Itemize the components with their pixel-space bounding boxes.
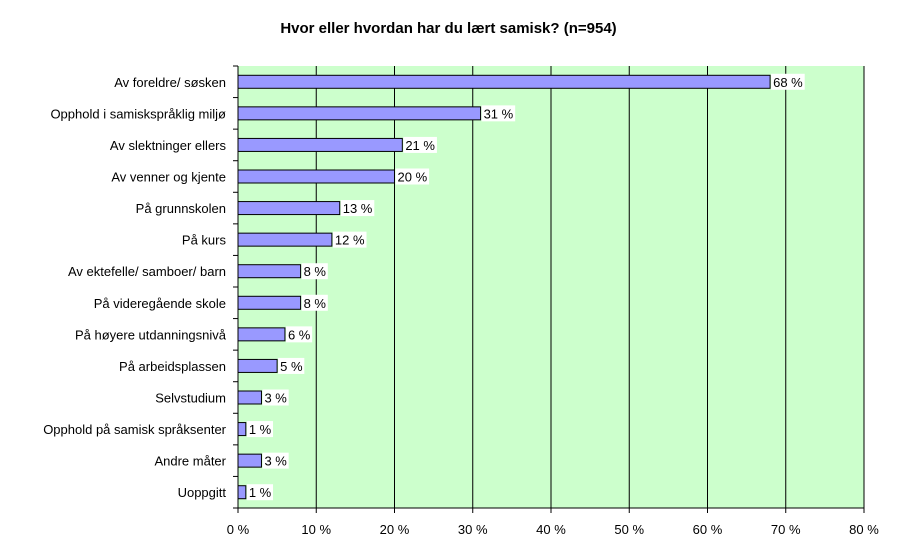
category-label: Andre måter [154,454,226,469]
x-tick-label: 40 % [536,522,566,537]
bar [237,327,286,342]
bar [237,137,403,152]
data-label: 5 % [280,359,303,374]
data-label-background [481,105,516,122]
category-label: På arbeidsplassen [119,359,226,374]
category-label: Uoppgitt [178,485,227,500]
data-label: 31 % [484,106,514,121]
category-label: Av ektefelle/ samboer/ barn [68,264,226,279]
bar [237,295,302,310]
data-label: 21 % [405,138,435,153]
data-label-background [246,484,274,501]
bar [237,422,247,437]
data-label: 1 % [249,422,272,437]
data-label: 3 % [264,454,287,469]
bar [237,232,333,247]
category-label: På kurs [182,233,227,248]
bar [237,390,262,405]
x-tick-label: 80 % [849,522,879,537]
category-label: På høyere utdanningsnivå [75,327,227,342]
bar [237,106,482,121]
category-label: Opphold på samisk språksenter [43,422,226,437]
bar [237,264,302,279]
bar [237,485,247,500]
data-label: 1 % [249,485,272,500]
x-tick-label: 70 % [771,522,801,537]
data-label: 6 % [288,327,311,342]
data-label: 3 % [264,391,287,406]
bar [237,74,771,89]
data-label-background [301,294,328,311]
bar [237,201,341,216]
data-label-background [332,231,367,248]
category-label: Av venner og kjente [111,170,226,185]
data-label-background [262,389,289,406]
category-label: Av slektninger ellers [110,138,227,153]
data-label: 8 % [304,296,327,311]
data-label-background [771,73,805,90]
data-label-background [301,263,328,280]
category-label: På grunnskolen [136,201,226,216]
bar [237,169,395,184]
chart-title: Hvor eller hvordan har du lært samisk? (… [280,20,617,37]
data-label-background [395,168,430,185]
x-tick-label: 30 % [458,522,488,537]
data-label: 20 % [398,170,428,185]
x-tick-label: 60 % [693,522,723,537]
category-label: Av foreldre/ søsken [114,75,226,90]
data-label-background [246,421,274,438]
data-label: 13 % [343,201,373,216]
data-label-background [340,200,375,217]
category-label: På videregående skole [94,296,226,311]
x-tick-label: 20 % [380,522,410,537]
data-label: 8 % [304,264,327,279]
x-tick-label: 10 % [301,522,331,537]
data-label-background [262,452,289,469]
x-tick-label: 50 % [614,522,644,537]
bar [237,453,262,468]
category-label: Selvstudium [155,391,226,406]
x-tick-label: 0 % [227,522,250,537]
data-label-background [278,357,305,374]
bar [237,358,278,373]
data-label-background [403,136,437,153]
data-label-background [285,326,313,343]
data-label: 68 % [773,75,803,90]
category-label: Opphold i samiskspråklig miljø [50,106,226,121]
data-label: 12 % [335,233,365,248]
